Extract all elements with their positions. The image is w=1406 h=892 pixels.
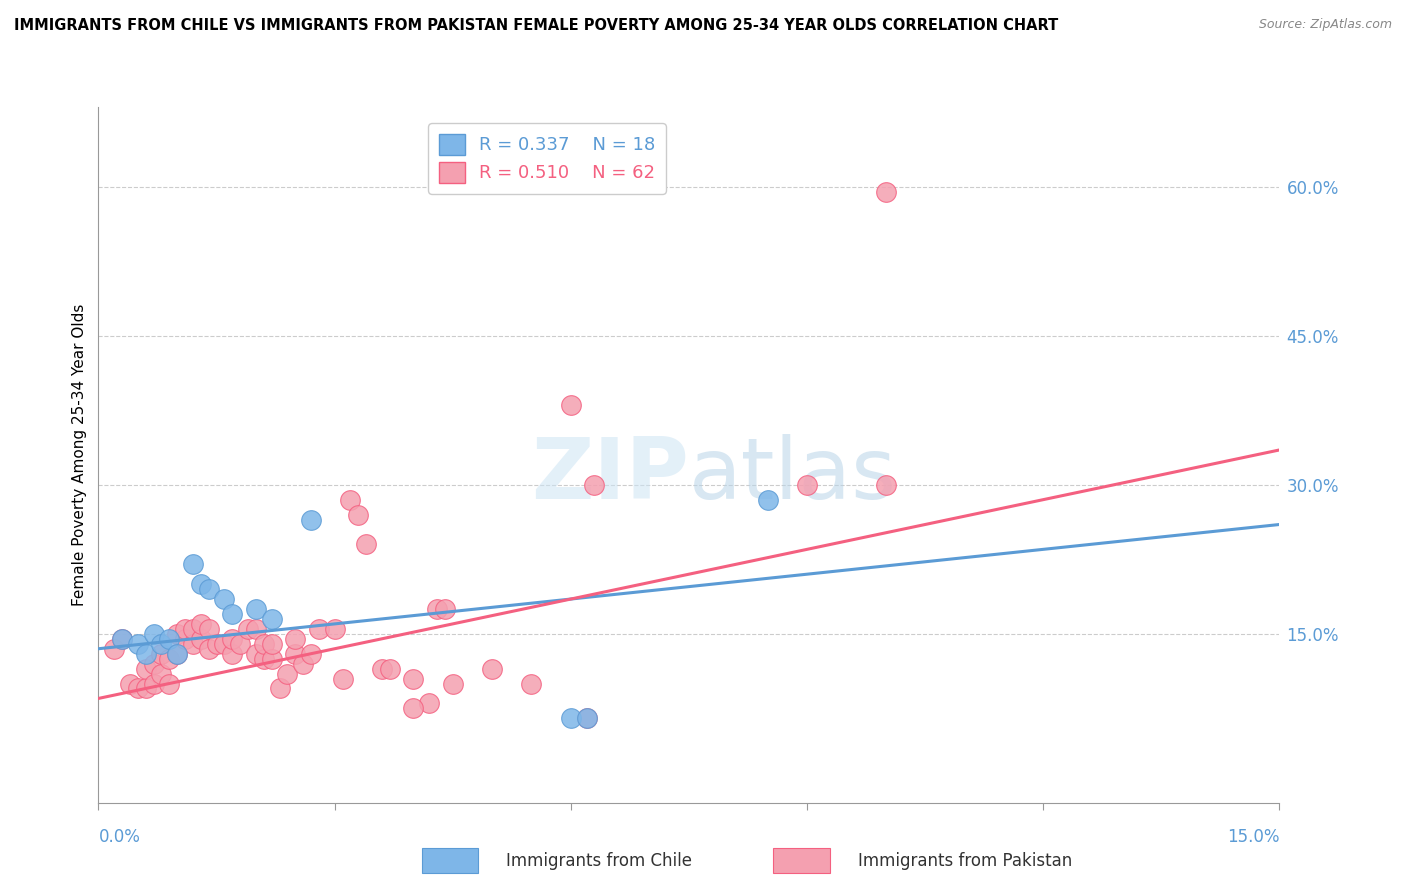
Point [276,666,298,681]
Point [520,676,543,690]
Point [575,711,598,725]
Point [441,676,464,690]
Point [796,477,818,491]
Point [135,681,157,696]
Text: 0.0%: 0.0% [98,828,141,846]
Point [269,681,291,696]
Point [347,508,370,522]
Point [190,632,212,646]
Point [221,647,243,661]
Text: atlas: atlas [689,434,897,517]
Point [371,662,394,676]
Point [426,602,449,616]
Point [190,616,212,631]
Point [236,622,259,636]
Point [260,651,283,665]
Point [103,641,125,656]
Point [142,676,165,690]
Point [323,622,346,636]
Point [245,647,267,661]
Point [339,492,361,507]
Point [560,711,582,725]
Point [583,477,606,491]
Point [284,632,307,646]
Text: ZIP: ZIP [531,434,689,517]
Point [150,637,173,651]
Bar [773,848,830,873]
Point [402,701,425,715]
Point [299,512,322,526]
Point [575,711,598,725]
Point [221,632,243,646]
Point [875,185,897,199]
Text: Immigrants from Chile: Immigrants from Chile [506,852,692,870]
Point [157,676,180,690]
Point [756,492,779,507]
Point [433,602,456,616]
Point [402,672,425,686]
Point [157,632,180,646]
Point [875,477,897,491]
Point [214,592,236,607]
Point [127,681,149,696]
Point [197,622,219,636]
Text: Immigrants from Pakistan: Immigrants from Pakistan [858,852,1071,870]
Point [253,651,276,665]
Point [260,637,283,651]
Bar [422,848,478,873]
Point [181,622,204,636]
Point [229,637,252,651]
Point [111,632,134,646]
Point [284,647,307,661]
Point [111,632,134,646]
Point [118,676,141,690]
Point [166,647,188,661]
Legend: R = 0.337    N = 18, R = 0.510    N = 62: R = 0.337 N = 18, R = 0.510 N = 62 [429,123,666,194]
Point [245,602,267,616]
Point [150,647,173,661]
Point [332,672,354,686]
Point [245,622,267,636]
Point [260,612,283,626]
Point [181,637,204,651]
Point [166,647,188,661]
Point [205,637,228,651]
Point [292,657,315,671]
Point [481,662,503,676]
Text: Source: ZipAtlas.com: Source: ZipAtlas.com [1258,18,1392,31]
Point [135,647,157,661]
Point [354,537,377,551]
Point [190,577,212,591]
Point [174,622,197,636]
Point [142,657,165,671]
Text: IMMIGRANTS FROM CHILE VS IMMIGRANTS FROM PAKISTAN FEMALE POVERTY AMONG 25-34 YEA: IMMIGRANTS FROM CHILE VS IMMIGRANTS FROM… [14,18,1059,33]
Point [418,697,440,711]
Point [150,666,173,681]
Point [174,632,197,646]
Point [253,637,276,651]
Point [299,647,322,661]
Point [166,627,188,641]
Point [560,398,582,412]
Text: 15.0%: 15.0% [1227,828,1279,846]
Point [157,651,180,665]
Point [197,582,219,596]
Y-axis label: Female Poverty Among 25-34 Year Olds: Female Poverty Among 25-34 Year Olds [72,304,87,606]
Point [378,662,401,676]
Point [135,662,157,676]
Point [142,627,165,641]
Point [214,637,236,651]
Point [197,641,219,656]
Point [127,637,149,651]
Point [181,558,204,572]
Point [221,607,243,621]
Point [308,622,330,636]
